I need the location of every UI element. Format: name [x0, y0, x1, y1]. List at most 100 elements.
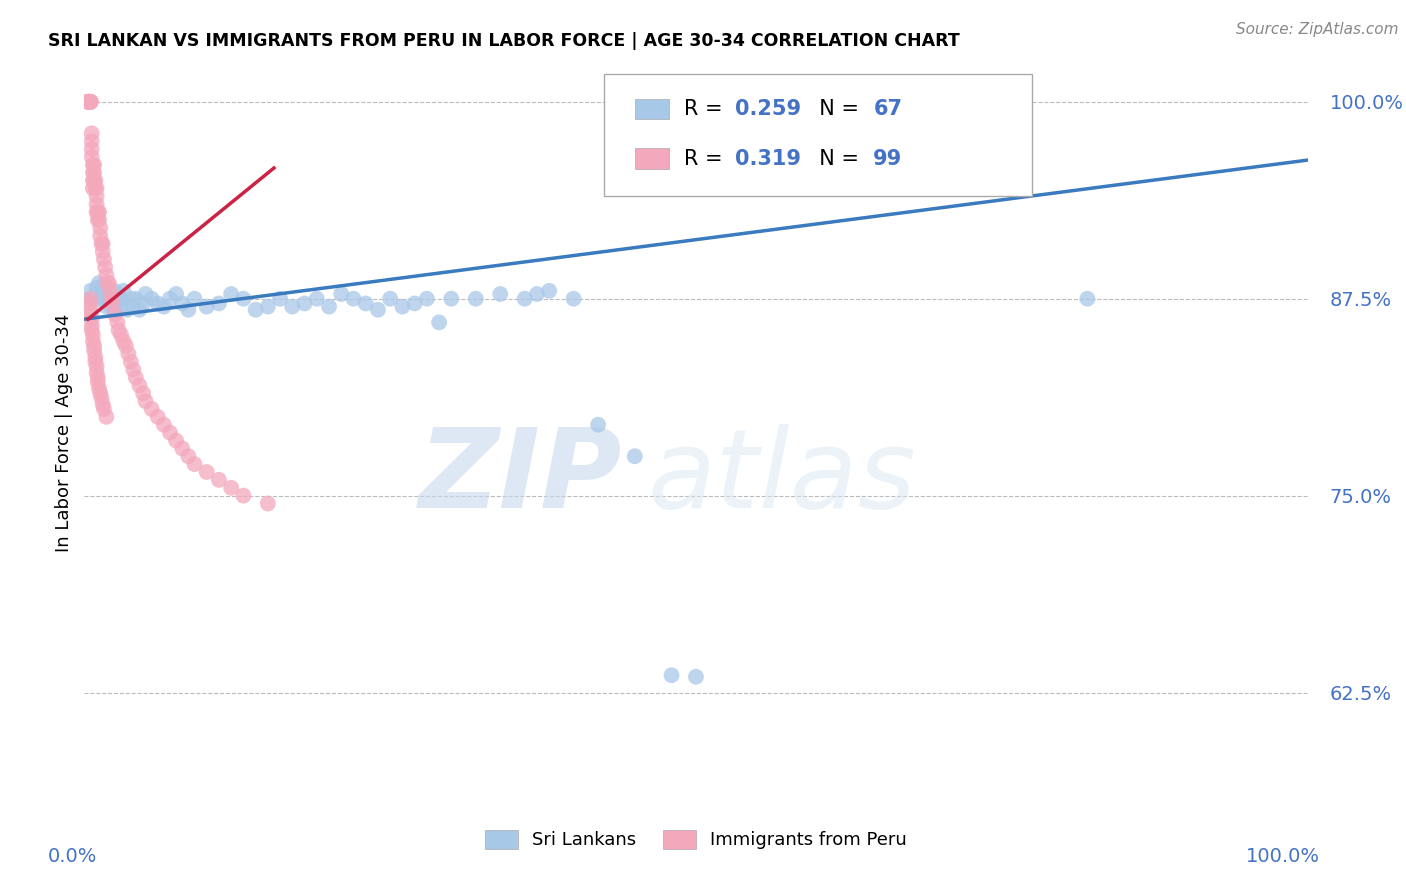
- Point: [354, 296, 377, 310]
- Point: [100, 292, 122, 306]
- Text: N =: N =: [806, 99, 866, 120]
- Point: [77, 95, 100, 109]
- FancyBboxPatch shape: [605, 73, 1032, 195]
- Point: [141, 292, 163, 306]
- Point: [87, 382, 110, 396]
- Point: [93, 252, 115, 267]
- Point: [538, 284, 561, 298]
- Point: [172, 442, 194, 456]
- Text: 100.0%: 100.0%: [1246, 847, 1320, 866]
- Point: [80, 150, 103, 164]
- Point: [440, 292, 463, 306]
- Point: [84, 350, 107, 364]
- Point: [100, 300, 122, 314]
- Point: [96, 409, 118, 424]
- Point: [82, 166, 104, 180]
- Point: [80, 134, 103, 148]
- Point: [79, 95, 101, 109]
- Point: [153, 417, 176, 432]
- Text: R =: R =: [683, 99, 728, 120]
- Point: [89, 386, 111, 401]
- Point: [135, 394, 157, 409]
- Point: [86, 281, 108, 295]
- Point: [83, 158, 105, 172]
- Point: [117, 347, 139, 361]
- Point: [90, 391, 112, 405]
- Point: [82, 328, 104, 343]
- Y-axis label: In Labor Force | Age 30-34: In Labor Force | Age 30-34: [55, 313, 73, 552]
- Point: [77, 95, 100, 109]
- Point: [219, 287, 242, 301]
- Point: [177, 449, 200, 463]
- Point: [141, 402, 163, 417]
- Point: [89, 220, 111, 235]
- Point: [195, 300, 218, 314]
- Point: [83, 166, 105, 180]
- Point: [77, 95, 100, 109]
- Point: [110, 292, 132, 306]
- Point: [586, 417, 609, 432]
- Point: [232, 292, 254, 306]
- Point: [101, 296, 124, 310]
- Point: [219, 481, 242, 495]
- Point: [342, 292, 364, 306]
- Point: [526, 287, 548, 301]
- Point: [146, 296, 169, 310]
- Point: [94, 260, 117, 275]
- Point: [80, 318, 103, 333]
- Point: [87, 213, 110, 227]
- Point: [86, 366, 108, 380]
- Point: [245, 302, 267, 317]
- Text: 0.259: 0.259: [735, 99, 801, 120]
- Point: [115, 302, 138, 317]
- Point: [79, 308, 101, 322]
- Point: [87, 205, 110, 219]
- Point: [86, 287, 108, 301]
- Point: [269, 292, 291, 306]
- Point: [87, 370, 110, 384]
- Point: [942, 95, 965, 109]
- Point: [165, 287, 187, 301]
- Point: [77, 95, 100, 109]
- Point: [104, 302, 127, 317]
- Point: [82, 334, 104, 349]
- Text: atlas: atlas: [647, 424, 915, 531]
- Point: [83, 339, 105, 353]
- Point: [91, 397, 114, 411]
- Point: [380, 292, 402, 306]
- Point: [125, 370, 148, 384]
- Point: [79, 95, 101, 109]
- Point: [562, 292, 585, 306]
- Point: [177, 302, 200, 317]
- Point: [79, 302, 101, 317]
- Text: ZIP: ZIP: [419, 424, 623, 531]
- Point: [87, 205, 110, 219]
- Point: [172, 296, 194, 310]
- Point: [208, 296, 231, 310]
- Point: [84, 173, 107, 187]
- Point: [77, 95, 100, 109]
- Text: 0.0%: 0.0%: [48, 847, 97, 866]
- Point: [87, 213, 110, 227]
- Point: [257, 496, 280, 510]
- Text: N =: N =: [806, 149, 866, 169]
- Point: [80, 142, 103, 156]
- Point: [120, 355, 142, 369]
- Point: [77, 95, 100, 109]
- Point: [464, 292, 486, 306]
- Point: [416, 292, 439, 306]
- Point: [513, 292, 536, 306]
- Point: [135, 287, 157, 301]
- Point: [79, 284, 101, 298]
- Point: [86, 205, 108, 219]
- Point: [79, 95, 101, 109]
- Text: SRI LANKAN VS IMMIGRANTS FROM PERU IN LABOR FORCE | AGE 30-34 CORRELATION CHART: SRI LANKAN VS IMMIGRANTS FROM PERU IN LA…: [48, 32, 959, 50]
- Point: [624, 449, 647, 463]
- Point: [367, 302, 389, 317]
- Point: [96, 300, 118, 314]
- Point: [294, 296, 316, 310]
- Point: [159, 292, 181, 306]
- Point: [104, 308, 127, 322]
- Point: [391, 300, 413, 314]
- Point: [257, 300, 280, 314]
